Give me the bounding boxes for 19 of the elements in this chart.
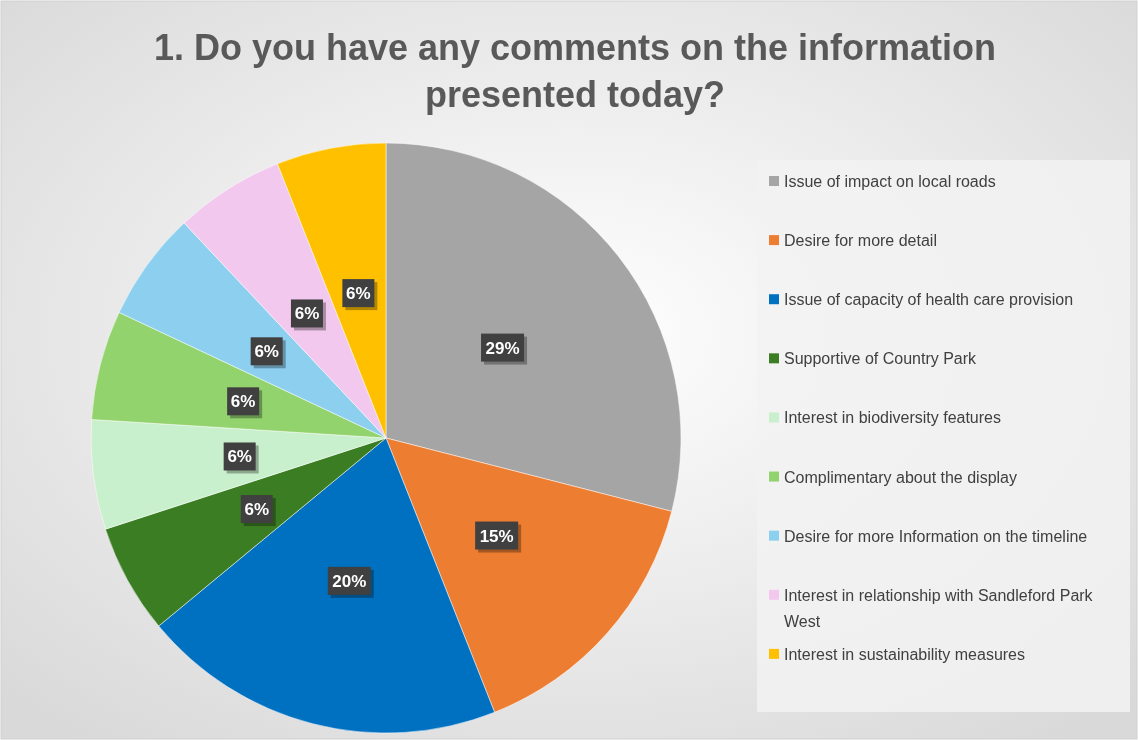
data-label: 6% <box>230 392 256 412</box>
legend-label: Issue of capacity of health care provision <box>784 291 1074 309</box>
legend-label: Supportive of Country Park <box>784 350 978 368</box>
legend-label: Issue of impact on local roads <box>784 173 996 190</box>
legend-label: Interest in sustainability measures <box>784 645 1025 663</box>
data-label: 6% <box>227 447 252 467</box>
legend-label: Desire for more detail <box>784 232 937 250</box>
data-label: 6% <box>244 500 270 520</box>
data-label: 6% <box>346 284 371 304</box>
legend-label: Complimentary about the display <box>784 468 1018 486</box>
data-label: 6% <box>294 304 320 324</box>
data-label: 29% <box>485 338 520 358</box>
legend-label: Interest in relationship with Sandleford Park West <box>784 586 1094 630</box>
legend-label: Interest in biodiversity features <box>784 409 1001 427</box>
legend-label: Desire for more Information on the timeline <box>784 527 1088 545</box>
data-label: 15% <box>479 526 514 546</box>
data-label: 6% <box>254 342 279 362</box>
chart-title: 1. Do you have any comments on the information presented today? <box>153 27 997 115</box>
data-label: 20% <box>332 571 367 591</box>
